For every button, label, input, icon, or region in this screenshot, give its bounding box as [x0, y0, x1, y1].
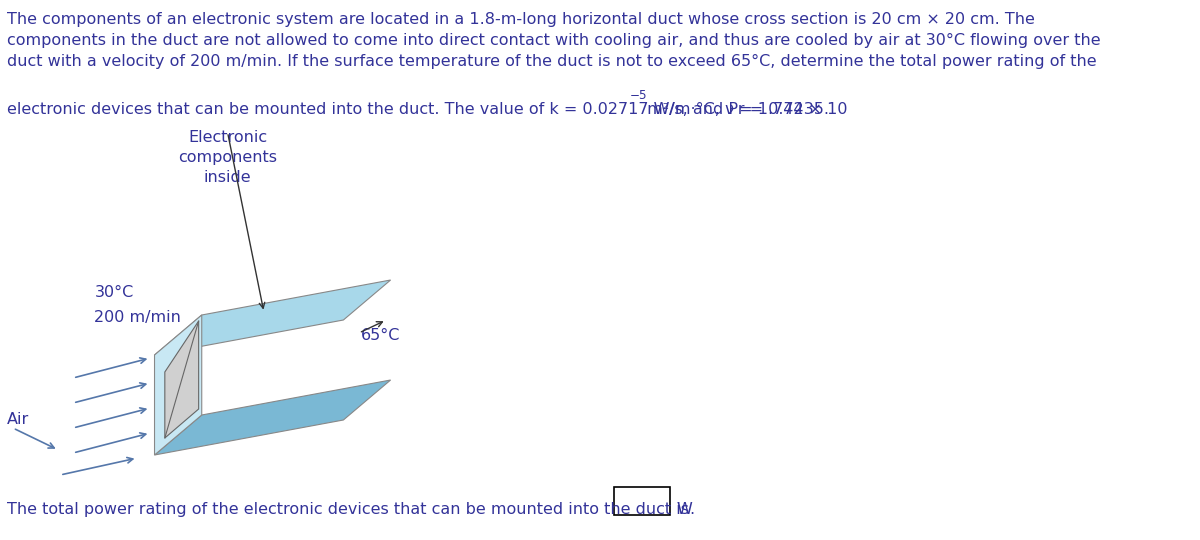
Polygon shape	[155, 380, 391, 455]
Text: 65°C: 65°C	[360, 327, 400, 342]
Polygon shape	[155, 315, 202, 455]
Text: 30°C: 30°C	[95, 285, 133, 300]
Text: Air: Air	[7, 413, 29, 428]
Text: 200 m/min: 200 m/min	[95, 310, 181, 325]
Polygon shape	[155, 280, 391, 355]
Text: The components of an electronic system are located in a 1.8-m-long horizontal du: The components of an electronic system a…	[7, 12, 1100, 69]
Text: Electronic
components
inside: Electronic components inside	[178, 130, 277, 185]
Text: m²/s, and Pr = 0.7235.: m²/s, and Pr = 0.7235.	[642, 102, 829, 117]
Text: −5: −5	[629, 89, 647, 102]
Polygon shape	[164, 321, 199, 438]
Text: electronic devices that can be mounted into the duct. The value of k = 0.02717 W: electronic devices that can be mounted i…	[7, 102, 847, 117]
Text: The total power rating of the electronic devices that can be mounted into the du: The total power rating of the electronic…	[7, 502, 689, 517]
Text: W.: W.	[677, 502, 696, 517]
FancyBboxPatch shape	[614, 487, 670, 515]
